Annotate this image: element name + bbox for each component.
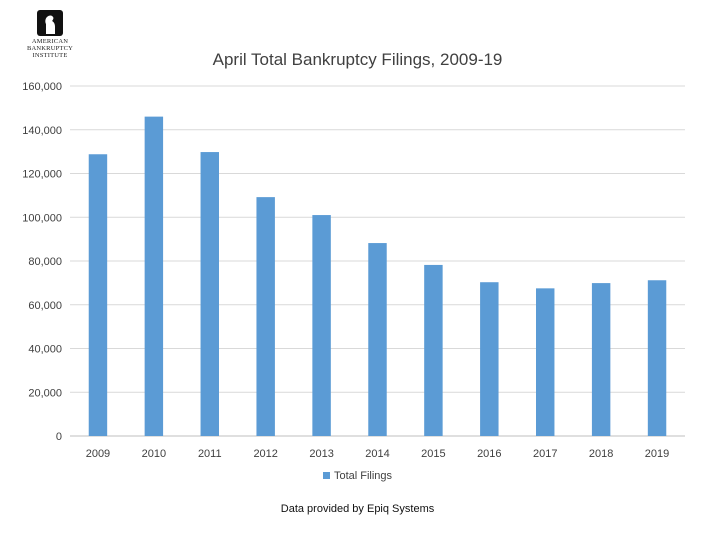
bar bbox=[368, 243, 387, 436]
chart-title: April Total Bankruptcy Filings, 2009-19 bbox=[212, 50, 503, 69]
y-tick-label: 40,000 bbox=[28, 344, 62, 356]
logo-line-2: BANKRUPTCY bbox=[26, 45, 74, 52]
x-tick-label: 2018 bbox=[589, 448, 613, 460]
y-tick-label: 100,000 bbox=[22, 212, 62, 224]
y-tick-label: 60,000 bbox=[28, 300, 62, 312]
legend: Total Filings bbox=[0, 470, 715, 482]
logo-line-1: AMERICAN bbox=[31, 38, 69, 45]
y-tick-label: 0 bbox=[56, 431, 62, 443]
x-tick-label: 2015 bbox=[421, 448, 445, 460]
x-tick-label: 2014 bbox=[365, 448, 389, 460]
bar bbox=[312, 215, 331, 436]
logo-line-3: INSTITUTE bbox=[32, 52, 68, 59]
y-tick-label: 80,000 bbox=[28, 256, 62, 268]
y-tick-label: 20,000 bbox=[28, 387, 62, 399]
x-tick-label: 2013 bbox=[309, 448, 333, 460]
bar bbox=[591, 283, 611, 436]
bar bbox=[256, 197, 275, 436]
y-tick-label: 160,000 bbox=[22, 81, 62, 93]
bar bbox=[647, 280, 667, 436]
y-tick-label: 120,000 bbox=[22, 169, 62, 181]
x-tick-label: 2010 bbox=[142, 448, 166, 460]
x-tick-label: 2012 bbox=[253, 448, 277, 460]
x-tick-label: 2011 bbox=[198, 448, 222, 460]
x-tick-label: 2009 bbox=[86, 448, 110, 460]
aba-logo: AMERICAN BANKRUPTCY INSTITUTE bbox=[24, 10, 76, 59]
x-tick-label: 2016 bbox=[477, 448, 501, 460]
legend-swatch bbox=[322, 471, 330, 479]
source-note: Data provided by Epiq Systems bbox=[280, 503, 435, 515]
bar bbox=[480, 282, 499, 436]
x-tick-label: 2017 bbox=[533, 448, 557, 460]
x-tick-label: 2019 bbox=[645, 448, 669, 460]
logo-mark-icon bbox=[37, 10, 63, 36]
bar bbox=[144, 116, 164, 436]
bar bbox=[536, 288, 555, 436]
bar bbox=[88, 154, 108, 436]
y-tick-label: 140,000 bbox=[22, 125, 62, 137]
bar bbox=[424, 264, 443, 436]
legend-label: Total Filings bbox=[333, 470, 393, 482]
bar bbox=[200, 152, 219, 436]
